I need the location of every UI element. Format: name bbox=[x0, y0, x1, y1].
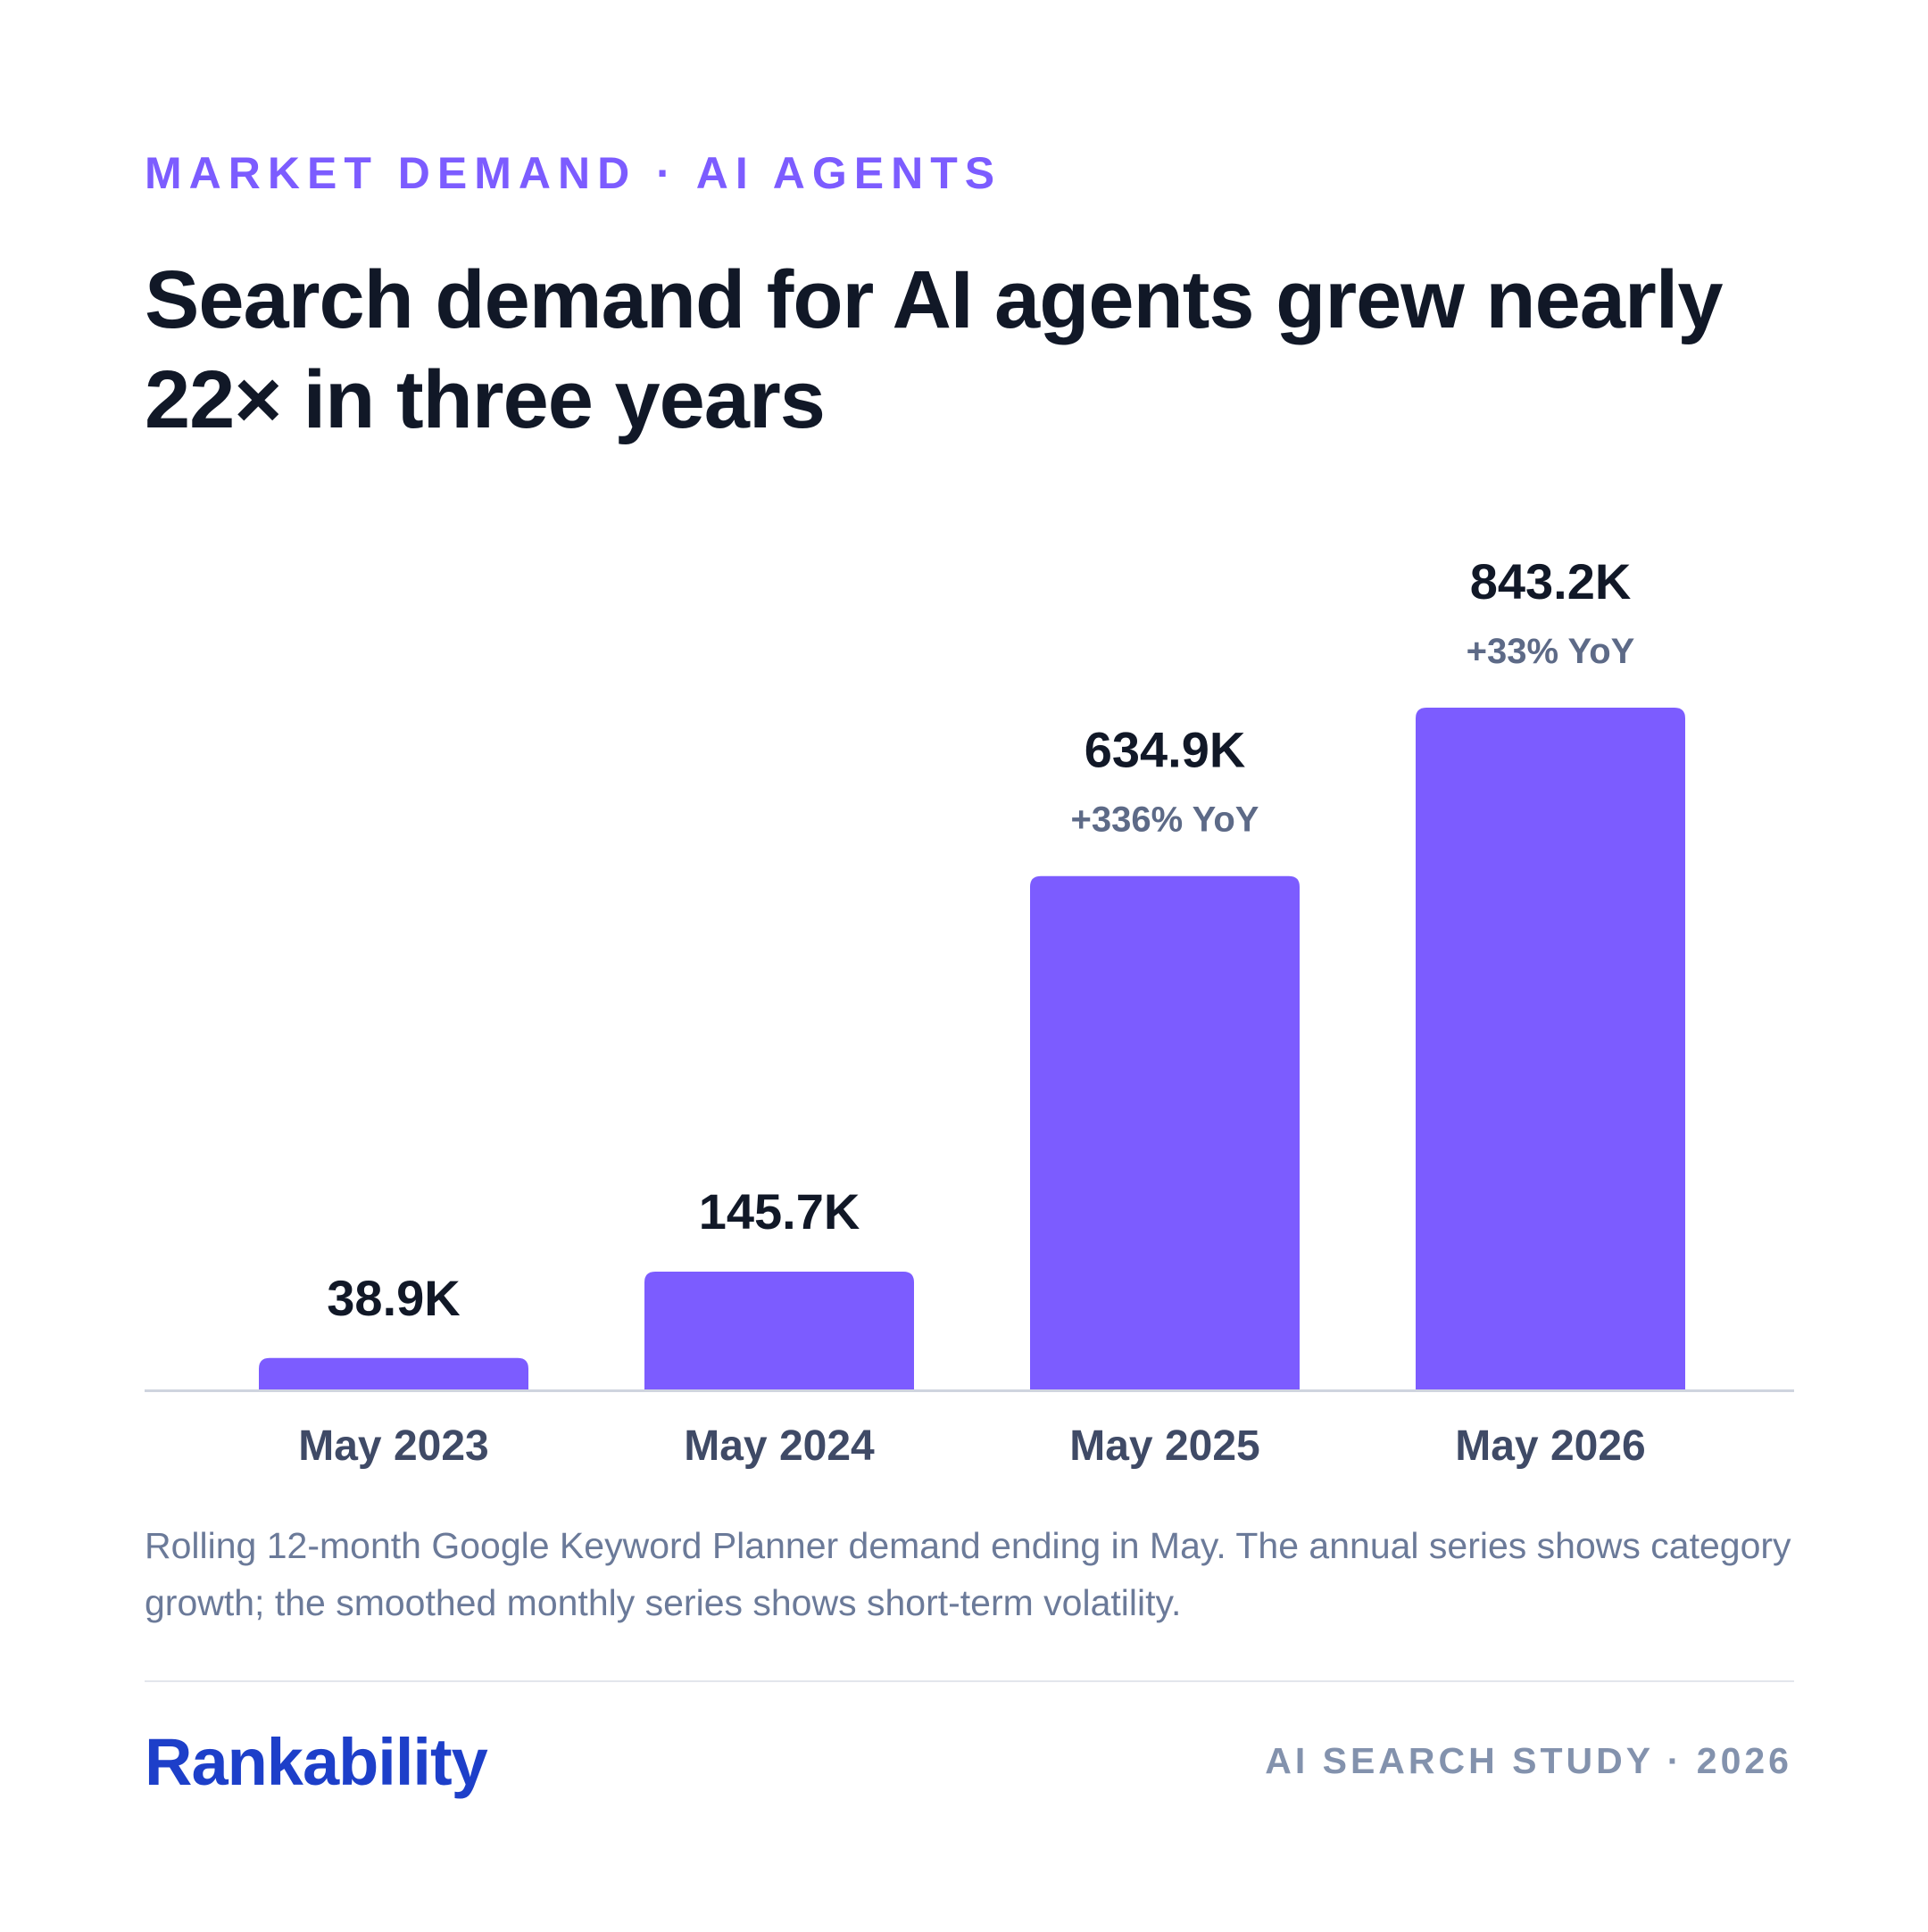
x-tick-label: May 2026 bbox=[1455, 1422, 1646, 1470]
bar-value-label: 843.2K bbox=[1470, 553, 1632, 609]
bar-may-2024 bbox=[644, 1271, 914, 1389]
bar-yoy-label: +336% YoY bbox=[1071, 800, 1259, 840]
x-tick-label: May 2024 bbox=[684, 1422, 875, 1470]
bar-value-label: 145.7K bbox=[699, 1183, 860, 1240]
brand-logo: Rankability bbox=[145, 1725, 488, 1799]
bar-may-2025 bbox=[1030, 875, 1300, 1389]
x-tick-label: May 2023 bbox=[298, 1422, 489, 1470]
x-tick-label: May 2025 bbox=[1069, 1422, 1260, 1470]
eyebrow-label: MARKET DEMAND · AI AGENTS bbox=[145, 148, 1002, 198]
bar-may-2026 bbox=[1416, 708, 1685, 1389]
page-title: Search demand for AI agents grew nearly … bbox=[145, 254, 1724, 445]
bar-yoy-label: +33% YoY bbox=[1467, 632, 1635, 671]
bar-may-2023 bbox=[259, 1357, 528, 1389]
chart-caption: Rolling 12-month Google Keyword Planner … bbox=[145, 1525, 1791, 1623]
footer-tagline: AI SEARCH STUDY · 2026 bbox=[1265, 1740, 1792, 1781]
bar-value-label: 38.9K bbox=[327, 1270, 460, 1326]
bar-value-label: 634.9K bbox=[1084, 722, 1246, 778]
footer-divider bbox=[145, 1680, 1794, 1682]
